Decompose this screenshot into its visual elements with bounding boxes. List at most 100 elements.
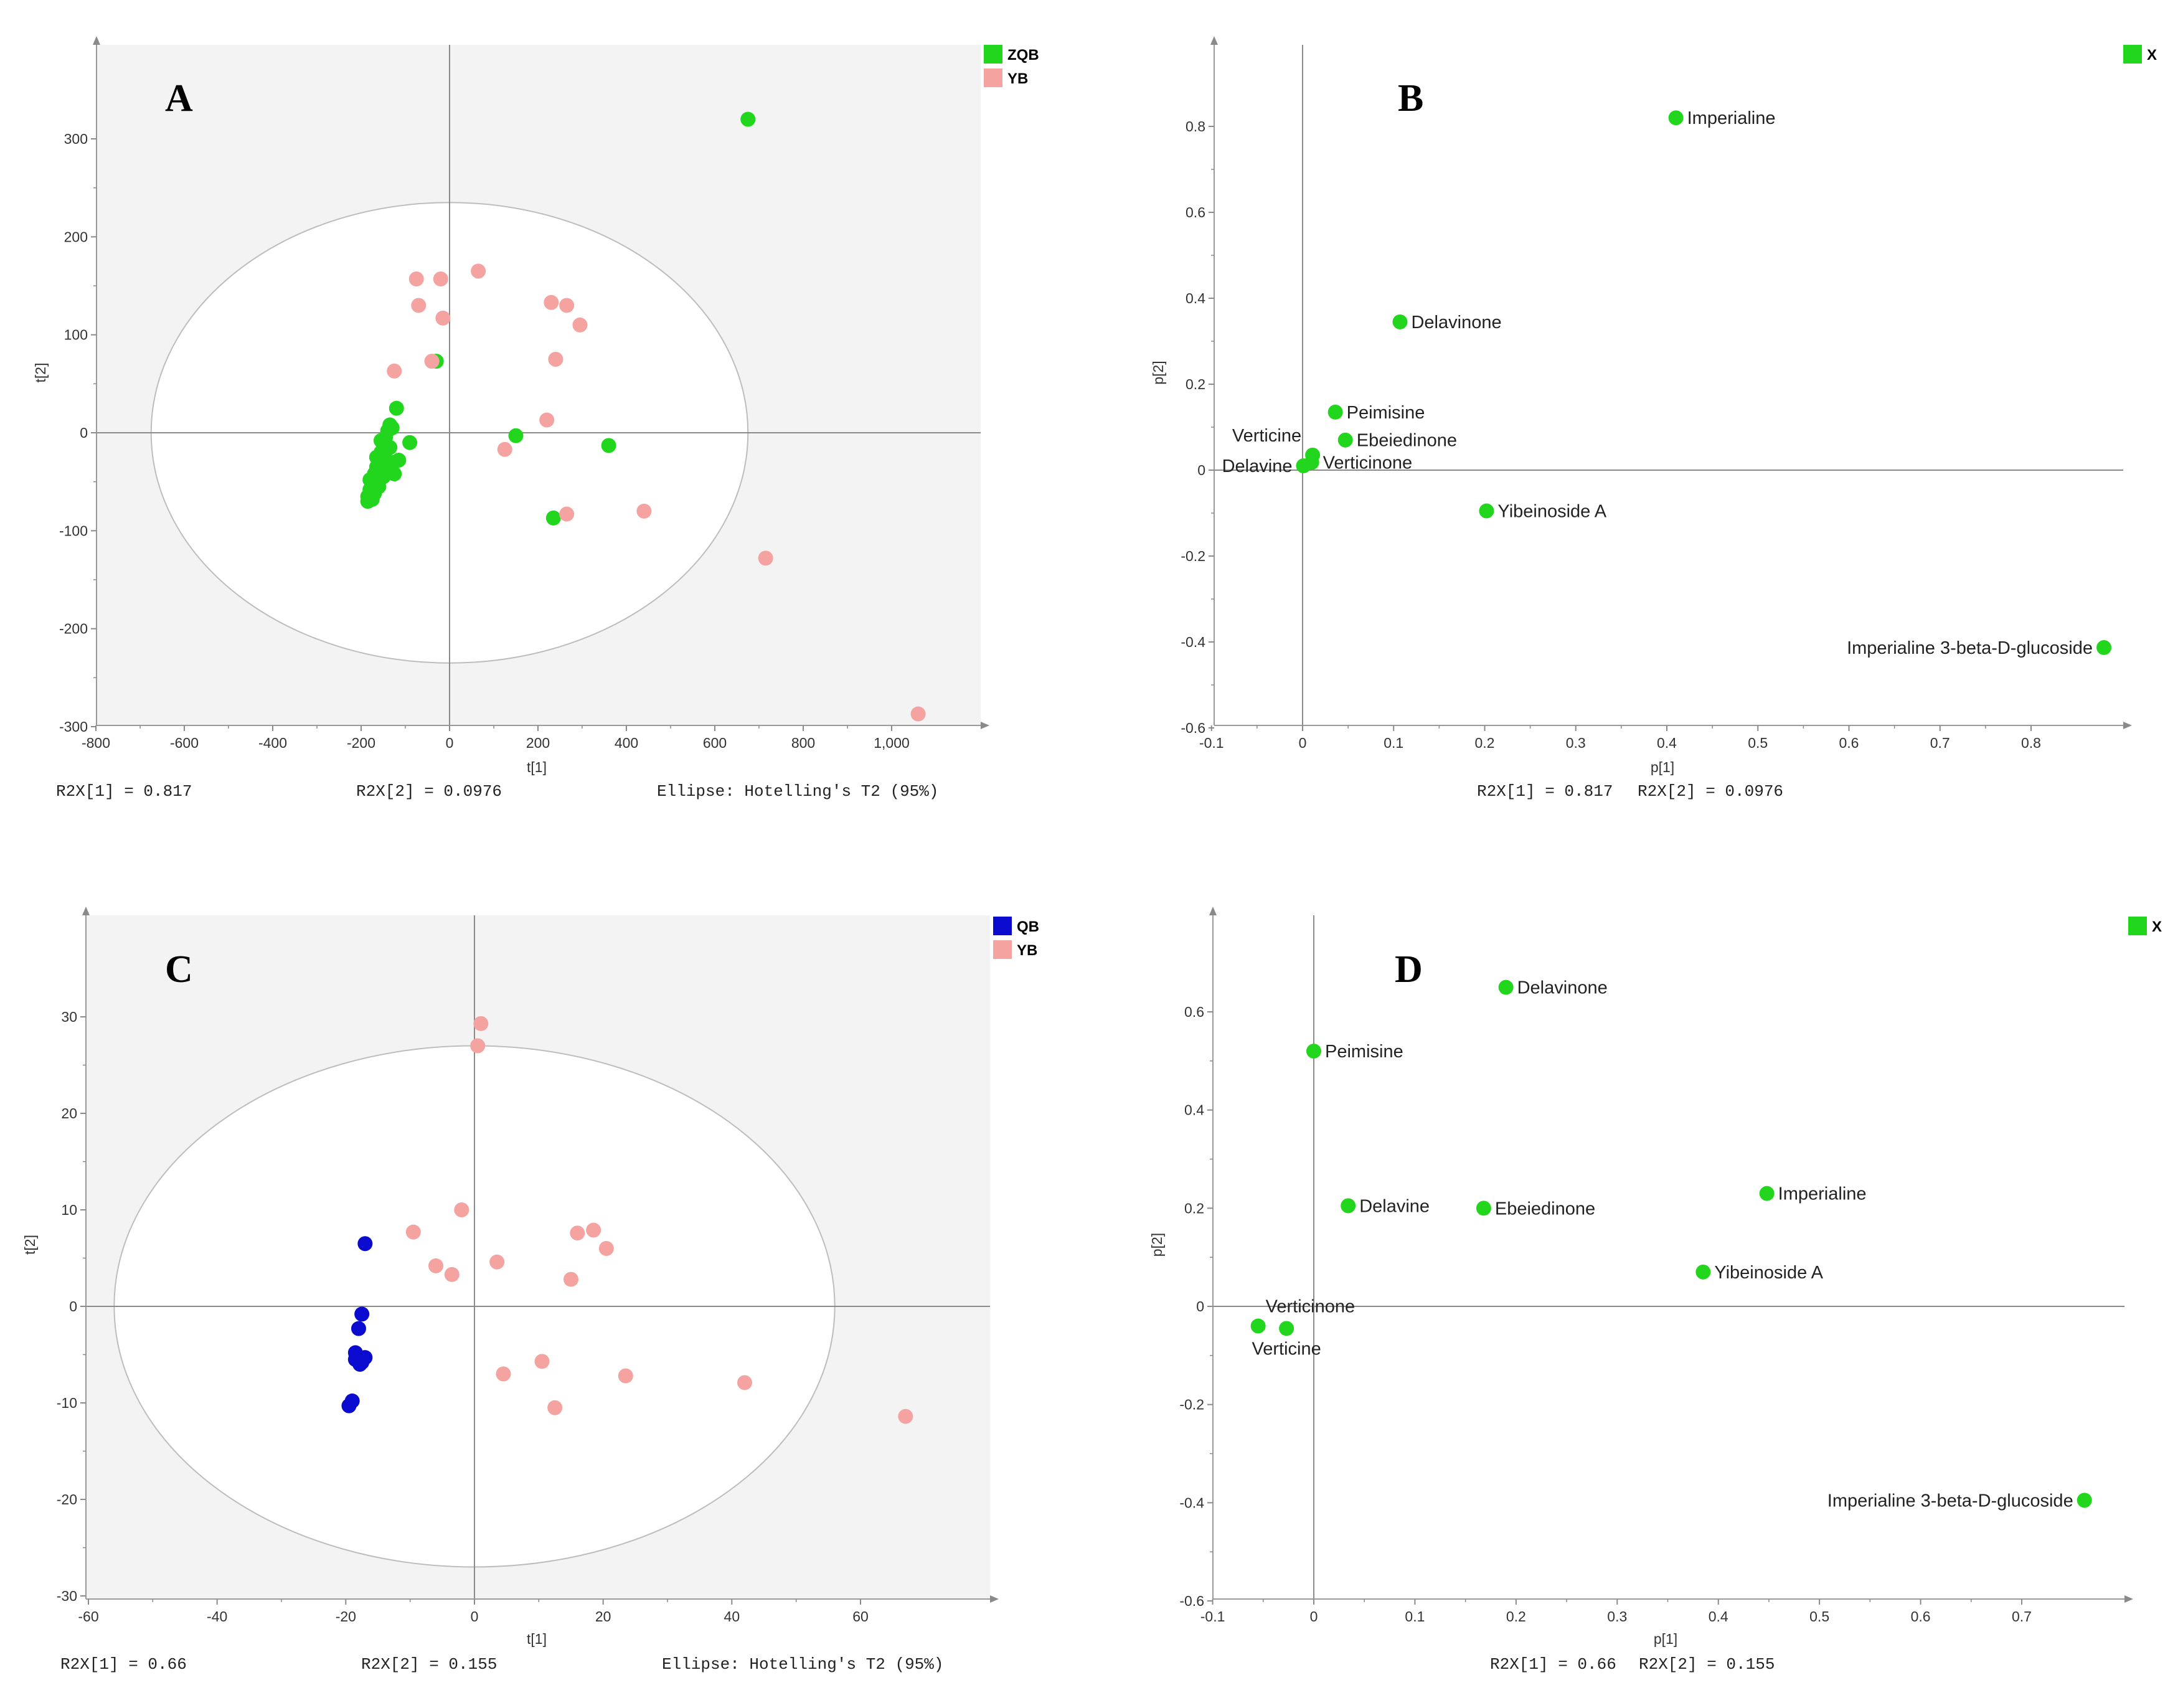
point-yb (547, 1400, 563, 1415)
loading-point (1327, 404, 1343, 420)
point-zqb (740, 111, 756, 127)
legend-swatch-c (993, 917, 1012, 935)
y-axis-arrow-c (82, 907, 90, 915)
point-yb (559, 506, 575, 522)
loading-label: Imperialine (1687, 108, 1776, 128)
series-yb-c (405, 1016, 913, 1424)
x-tick-label-b: 0.8 (2021, 735, 2041, 751)
loading-label: Peimisine (1325, 1042, 1403, 1062)
y-tick-label-d: 0.4 (1184, 1102, 1204, 1118)
y-tick-label-c: -20 (57, 1491, 77, 1507)
y-tick-label-b: -0.2 (1181, 548, 1205, 564)
x-tick-label-d: 0.1 (1405, 1608, 1425, 1625)
footer-ellipse-a: Ellipse: Hotelling's T2 (95%) (657, 782, 938, 801)
x-axis-arrow-b (2123, 722, 2132, 729)
point-zqb (601, 438, 616, 453)
point-yb (454, 1202, 469, 1217)
legend-swatch-c (993, 940, 1012, 959)
loading-label: Imperialine (1778, 1184, 1867, 1204)
point-yb (559, 298, 575, 313)
x-axis-arrow-a (981, 722, 989, 729)
loading-point (1250, 1318, 1266, 1334)
y-tick-label-a: 0 (80, 425, 88, 441)
y-axis-title-b: p[2] (1150, 361, 1166, 384)
x-tick-label-d: -0.1 (1200, 1608, 1225, 1625)
point-yb (433, 271, 448, 286)
loading-point (1476, 1201, 1491, 1216)
loadings-b: Imperialine Delavinone Peimisine Ebeiedinon… (1222, 108, 2111, 658)
footer-ellipse-c: Ellipse: Hotelling's T2 (95%) (662, 1655, 943, 1674)
loading-label: Delavine (1359, 1196, 1430, 1216)
point-yb (737, 1375, 752, 1390)
loading-point (1296, 458, 1311, 474)
point-yb (387, 363, 402, 379)
point-yb (424, 354, 440, 369)
x-tick-label-c: 0 (471, 1608, 479, 1625)
x-tick-label-c: 40 (724, 1608, 740, 1625)
loading-label: Verticine (1252, 1339, 1321, 1359)
point-yb (435, 310, 451, 326)
point-yb (548, 352, 563, 367)
x-axis-title-a: t[1] (527, 759, 547, 775)
x-tick-label-b: 0 (1299, 735, 1307, 751)
x-axis-title-b: p[1] (1651, 759, 1674, 775)
loading-point (1759, 1186, 1775, 1201)
loading-label: Verticinone (1266, 1297, 1356, 1317)
footer-r2x2-b: R2X[2] = 0.0976 (1638, 782, 1783, 801)
point-zqb (369, 450, 384, 465)
loading-point (1498, 979, 1514, 995)
legend-swatch-a (984, 68, 1002, 87)
x-axis-title-c: t[1] (527, 1631, 547, 1647)
y-tick-label-b: 0.8 (1186, 118, 1205, 134)
loading-point (1279, 1321, 1294, 1336)
loading-label: Delavine (1222, 456, 1293, 476)
x-tick-label-d: 0.7 (2012, 1608, 2032, 1625)
loading-point (1392, 314, 1408, 329)
x-tick-label-b: 0.2 (1475, 735, 1495, 751)
point-yb (496, 1366, 511, 1382)
point-yb (444, 1267, 460, 1282)
legend-swatch-a (984, 45, 1002, 64)
point-yb (408, 271, 424, 286)
y-tick-label-d: -0.2 (1179, 1397, 1204, 1413)
y-tick-label-b: -0.4 (1181, 634, 1205, 650)
panel-letter-d: D (1395, 948, 1423, 991)
point-yb (898, 1408, 913, 1424)
legend-label-c: YB (1017, 942, 1037, 959)
x-axis-title-d: p[1] (1654, 1631, 1677, 1647)
y-tick-label-d: 0.6 (1184, 1004, 1204, 1020)
y-tick-label-c: 20 (61, 1105, 77, 1121)
point-yb (910, 706, 926, 722)
y-tick-label-b: 0 (1197, 462, 1205, 478)
point-yb (544, 295, 559, 310)
loading-label: Ebeiedinone (1495, 1199, 1595, 1219)
y-tick-label-a: 100 (64, 327, 88, 343)
x-tick-label-b: 0.1 (1384, 735, 1403, 751)
x-tick-label-d: 0.5 (1809, 1608, 1829, 1625)
panel-d: -0.1 0 0.1 0.2 0.3 0.4 0.5 0.6 0.7 -0.6 -0.4 -0.2 0 0… (1149, 907, 2162, 1674)
loading-label: Delavinone (1411, 313, 1501, 333)
x-tick-label-b: 0.4 (1657, 735, 1677, 751)
x-tick-label-d: 0.6 (1911, 1608, 1931, 1625)
legend-swatch-b (2123, 45, 2142, 64)
point-zqb (391, 453, 407, 468)
panel-c: -60 -40 -20 0 20 40 60 -30 -20 -10 0 10 20 30 t[1] t[2]… (22, 907, 1039, 1674)
point-qb (341, 1398, 357, 1413)
point-qb (357, 1236, 373, 1252)
y-tick-label-c: 30 (61, 1009, 77, 1025)
x-axis-arrow-c (990, 1595, 999, 1603)
x-tick-label-c: 60 (852, 1608, 869, 1625)
point-yb (758, 550, 773, 566)
footer-r2x2-d: R2X[2] = 0.155 (1639, 1655, 1775, 1674)
point-zqb (402, 435, 418, 450)
y-tick-label-d: 0.2 (1184, 1200, 1204, 1216)
footer-r2x2-c: R2X[2] = 0.155 (361, 1655, 497, 1674)
x-tick-label-c: -20 (336, 1608, 356, 1625)
footer-r2x1-b: R2X[1] = 0.817 (1477, 782, 1613, 801)
point-zqb (508, 428, 524, 443)
x-tick-label-a: -400 (258, 735, 287, 751)
x-tick-label-d: 0.4 (1709, 1608, 1728, 1625)
point-zqb (389, 400, 404, 416)
footer-r2x1-a: R2X[1] = 0.817 (56, 782, 192, 801)
x-tick-label-c: -40 (207, 1608, 227, 1625)
